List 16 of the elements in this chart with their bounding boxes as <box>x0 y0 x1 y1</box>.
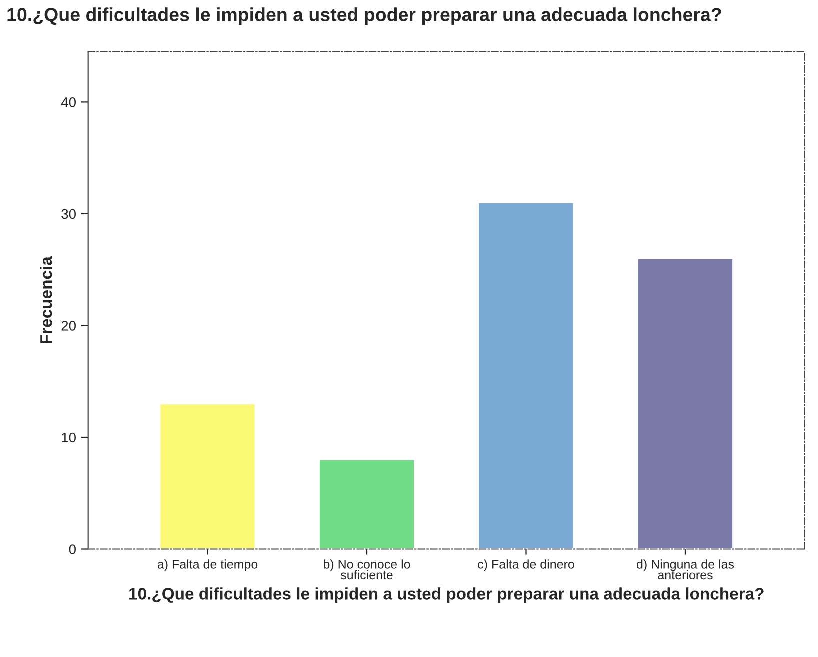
x-tick-label: b) No conoce lo suficiente <box>324 560 410 580</box>
y-tick-label: 0 <box>69 544 76 554</box>
y-tick-label: 40 <box>61 98 76 108</box>
x-tick-label: d) Ninguna de las anteriores <box>637 560 734 580</box>
x-axis-title: 10.¿Que dificultades le impiden a usted poder preparar una adecuada lonchera? <box>130 588 764 604</box>
bar <box>637 258 734 550</box>
y-tick-label: 30 <box>62 209 76 220</box>
x-tick-label: c) Falta de dinero <box>478 560 574 572</box>
y-axis-title: Frecuencia <box>40 256 52 344</box>
x-tick-label: a) Falta de tiempo <box>158 560 258 572</box>
bar <box>478 202 575 550</box>
chart-title: 10.¿Que dificultades le impiden a usted poder preparar una adecuada lonchera? <box>8 8 722 26</box>
y-tick-label: 20 <box>62 321 76 331</box>
y-tick-label: 10 <box>62 432 76 443</box>
bar <box>318 459 416 550</box>
bar <box>159 403 256 550</box>
